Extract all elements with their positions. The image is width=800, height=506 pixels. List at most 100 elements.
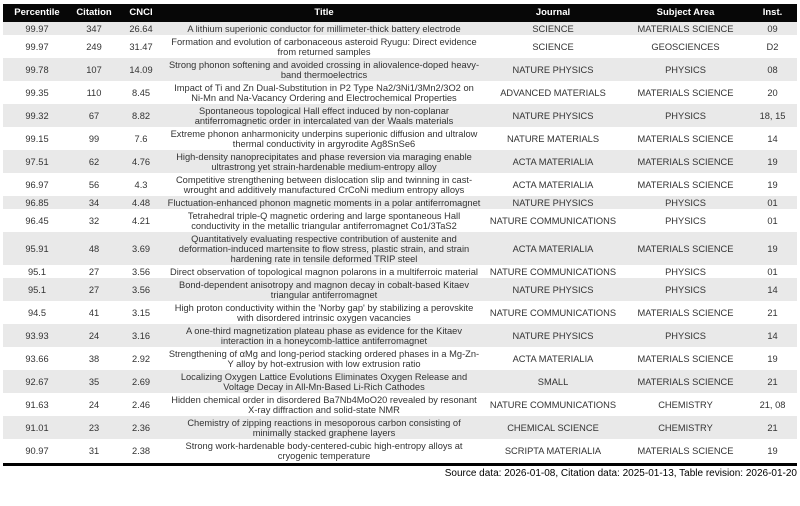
cell-title: Competitive strengthening between disloc… <box>175 174 473 195</box>
cell-subject_area: MATERIALS SCIENCE <box>637 87 734 98</box>
cell-cnci: 2.69 <box>131 376 151 387</box>
cell-inst: 09 <box>767 23 778 34</box>
cell-journal: NATURE COMMUNICATIONS <box>489 266 617 277</box>
cell-cnci: 4.48 <box>131 197 151 208</box>
cell-subject_area: PHYSICS <box>665 64 706 75</box>
cell-percentile: 95.91 <box>25 243 49 254</box>
cell-journal: ACTA MATERIALIA <box>512 156 594 167</box>
cell-subject_area: MATERIALS SCIENCE <box>637 156 734 167</box>
table-row: 99.97 249 31.47 Formation and evolution of … <box>3 35 797 58</box>
cell-citation: 107 <box>86 64 102 75</box>
column-header-percentile: Percentile <box>3 4 71 22</box>
cell-title: Strengthening of αMg and long-period sta… <box>168 348 480 369</box>
cell-subject_area: MATERIALS SCIENCE <box>637 353 734 364</box>
table-row: 99.97 347 26.64 A lithium superionic conduc… <box>3 22 797 35</box>
table-row: 96.45 32 4.21 Tetrahedral triple-Q magnetic… <box>3 209 797 232</box>
cell-percentile: 95.1 <box>27 266 47 277</box>
cell-title: Strong phonon softening and avoided cros… <box>168 59 480 80</box>
cell-subject_area: MATERIALS SCIENCE <box>637 23 734 34</box>
cell-percentile: 90.97 <box>25 445 49 456</box>
cell-citation: 48 <box>88 243 100 254</box>
cell-journal: NATURE PHYSICS <box>512 284 594 295</box>
cell-cnci: 3.69 <box>131 243 151 254</box>
cell-title: Spontaneous topological Hall effect indu… <box>194 105 454 126</box>
cell-inst: 21 <box>767 376 778 387</box>
table-row: 92.67 35 2.69 Localizing Oxygen Lattice Evo… <box>3 370 797 393</box>
cell-citation: 347 <box>86 23 102 34</box>
cell-citation: 34 <box>88 197 100 208</box>
cell-cnci: 2.36 <box>131 422 151 433</box>
cell-percentile: 93.93 <box>25 330 49 341</box>
cell-citation: 99 <box>88 133 100 144</box>
cell-subject_area: PHYSICS <box>665 215 706 226</box>
column-header-subject_area: Subject Area <box>623 4 748 22</box>
cell-title: Extreme phonon anharmonicity underpins s… <box>170 128 478 149</box>
cell-cnci: 4.76 <box>131 156 151 167</box>
cell-subject_area: PHYSICS <box>665 110 706 121</box>
cell-subject_area: PHYSICS <box>665 266 706 277</box>
column-header-title: Title <box>165 4 483 22</box>
source-data-footer: Source data: 2026-01-08, Citation data: … <box>444 468 797 479</box>
cell-title: Direct observation of topological magnon… <box>170 266 478 277</box>
publication-table-report: Percentile Citation CNCI Title Journal Subjec… <box>3 4 797 479</box>
cell-title: Quantitatively evaluating respective con… <box>178 233 470 264</box>
table-header: Percentile Citation CNCI Title Journal Subjec… <box>3 4 797 22</box>
cell-cnci: 7.6 <box>134 133 148 144</box>
table-row: 91.01 23 2.36 Chemistry of zipping reaction… <box>3 416 797 439</box>
cell-subject_area: PHYSICS <box>665 330 706 341</box>
cell-citation: 67 <box>88 110 100 121</box>
cell-citation: 27 <box>88 266 100 277</box>
cell-percentile: 99.97 <box>25 23 49 34</box>
cell-percentile: 99.15 <box>25 133 49 144</box>
cell-inst: 20 <box>767 87 778 98</box>
cell-inst: 19 <box>767 156 778 167</box>
cell-subject_area: MATERIALS SCIENCE <box>637 445 734 456</box>
cell-percentile: 92.67 <box>25 376 49 387</box>
cell-journal: NATURE COMMUNICATIONS <box>489 215 617 226</box>
cell-journal: NATURE COMMUNICATIONS <box>489 307 617 318</box>
cell-cnci: 3.56 <box>131 284 151 295</box>
cell-journal: SCIENCE <box>532 23 574 34</box>
cell-cnci: 2.38 <box>131 445 151 456</box>
cell-title: Tetrahedral triple-Q magnetic ordering a… <box>187 210 461 231</box>
table-row: 99.15 99 7.6 Extreme phonon anharmonicity u… <box>3 127 797 150</box>
cell-journal: ADVANCED MATERIALS <box>500 87 606 98</box>
table-body: 99.97 347 26.64 A lithium superionic conduc… <box>3 22 797 462</box>
cell-percentile: 99.32 <box>25 110 49 121</box>
cell-subject_area: MATERIALS SCIENCE <box>637 376 734 387</box>
table-row: 90.97 31 2.38 Strong work-hardenable body-c… <box>3 439 797 462</box>
table-bottom-rule <box>3 463 797 466</box>
cell-citation: 62 <box>88 156 100 167</box>
cell-inst: 21 <box>767 422 778 433</box>
cell-subject_area: GEOSCIENCES <box>651 41 720 52</box>
cell-inst: 01 <box>767 197 778 208</box>
cell-citation: 27 <box>88 284 100 295</box>
cell-cnci: 8.82 <box>131 110 151 121</box>
cell-inst: 21 <box>767 307 778 318</box>
cell-inst: 14 <box>767 284 778 295</box>
cell-cnci: 31.47 <box>129 41 153 52</box>
cell-citation: 31 <box>88 445 100 456</box>
cell-percentile: 93.66 <box>25 353 49 364</box>
cell-citation: 35 <box>88 376 100 387</box>
column-header-cnci: CNCI <box>117 4 165 22</box>
cell-journal: NATURE PHYSICS <box>512 64 594 75</box>
table-row: 95.1 27 3.56 Direct observation of topologi… <box>3 265 797 278</box>
cell-citation: 110 <box>86 87 102 98</box>
cell-subject_area: CHEMISTRY <box>658 422 713 433</box>
cell-journal: SCRIPTA MATERIALIA <box>504 445 602 456</box>
cell-inst: 19 <box>767 445 778 456</box>
table-row: 93.66 38 2.92 Strengthening of αMg and long… <box>3 347 797 370</box>
cell-percentile: 99.97 <box>25 41 49 52</box>
cell-cnci: 3.15 <box>131 307 151 318</box>
cell-title: Chemistry of zipping reactions in mesopo… <box>187 417 461 438</box>
cell-title: High-density nanoprecipitates and phase … <box>176 151 472 172</box>
table-row: 99.35 110 8.45 Impact of Ti and Zn Dual-Sub… <box>3 81 797 104</box>
cell-percentile: 96.97 <box>25 179 49 190</box>
cell-percentile: 96.85 <box>25 197 49 208</box>
cell-percentile: 91.01 <box>25 422 49 433</box>
cell-journal: NATURE MATERIALS <box>506 133 600 144</box>
table-row: 93.93 24 3.16 A one-third magnetization pla… <box>3 324 797 347</box>
cell-subject_area: MATERIALS SCIENCE <box>637 307 734 318</box>
cell-cnci: 3.56 <box>131 266 151 277</box>
